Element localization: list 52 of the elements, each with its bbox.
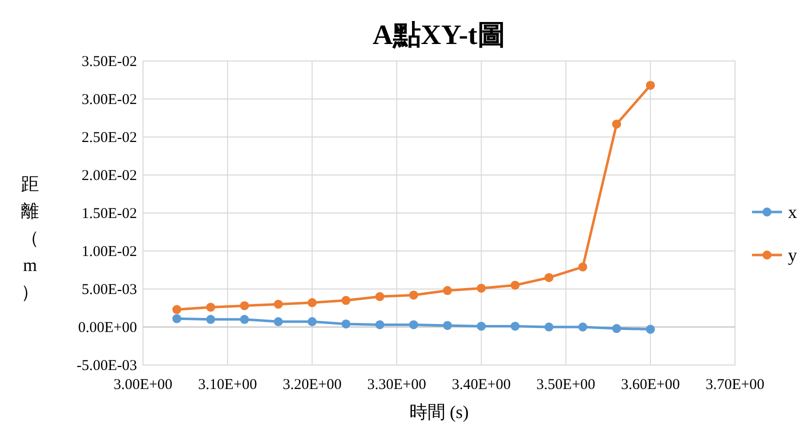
x-tick-label: 3.70E+00 <box>706 377 764 393</box>
point <box>375 320 384 330</box>
point <box>476 322 486 331</box>
x-tick-label: 3.60E+00 <box>620 377 680 393</box>
x-tick-label: 3.00E+00 <box>114 377 172 393</box>
legend-label: y <box>788 245 797 265</box>
y-tick-label: 0.00E+00 <box>78 320 137 336</box>
point <box>206 302 216 312</box>
y-tick-label: -5.00E-03 <box>76 358 137 374</box>
x-axis-title: 時間 (s) <box>409 402 469 422</box>
x-tick-label: 3.50E+00 <box>536 377 596 393</box>
point <box>409 290 418 300</box>
y-tick-label: 2.50E-02 <box>82 130 137 146</box>
x-tick-label: 3.30E+00 <box>367 377 426 393</box>
y-tick-label: 5.00E-03 <box>82 282 137 298</box>
y-tick-label: 1.50E-02 <box>82 206 137 222</box>
x-tick-label: 3.40E+00 <box>452 377 511 393</box>
point <box>308 317 317 326</box>
point <box>375 292 384 302</box>
point <box>510 280 520 290</box>
point <box>544 273 554 282</box>
x-tick-label: 3.20E+00 <box>282 377 342 393</box>
y-tick-label: 3.50E-02 <box>82 54 137 70</box>
point <box>510 322 520 331</box>
point <box>442 320 452 330</box>
x-tick-label: 3.10E+00 <box>198 377 258 393</box>
point <box>646 80 655 90</box>
point <box>476 284 486 293</box>
chart-title: A點XY-t圖 <box>372 20 506 51</box>
point <box>612 324 622 334</box>
y-tick-label: 3.00E-02 <box>82 92 137 108</box>
point <box>578 262 588 272</box>
y-axis-title: 距離（m） <box>21 174 39 302</box>
point <box>240 314 249 324</box>
point <box>646 324 655 334</box>
point <box>544 322 554 332</box>
legend-label: x <box>788 202 797 222</box>
point <box>578 322 588 332</box>
point <box>341 319 350 328</box>
point <box>274 300 283 309</box>
point <box>341 296 350 305</box>
point <box>308 298 317 308</box>
y-tick-label: 2.00E-02 <box>82 168 137 184</box>
y-tick-label: 1.00E-02 <box>82 244 137 260</box>
point <box>172 305 182 314</box>
point <box>409 320 418 330</box>
point <box>612 120 622 129</box>
point <box>172 314 182 324</box>
point <box>442 286 452 296</box>
point <box>274 317 283 326</box>
point <box>240 301 249 310</box>
point <box>206 314 216 324</box>
